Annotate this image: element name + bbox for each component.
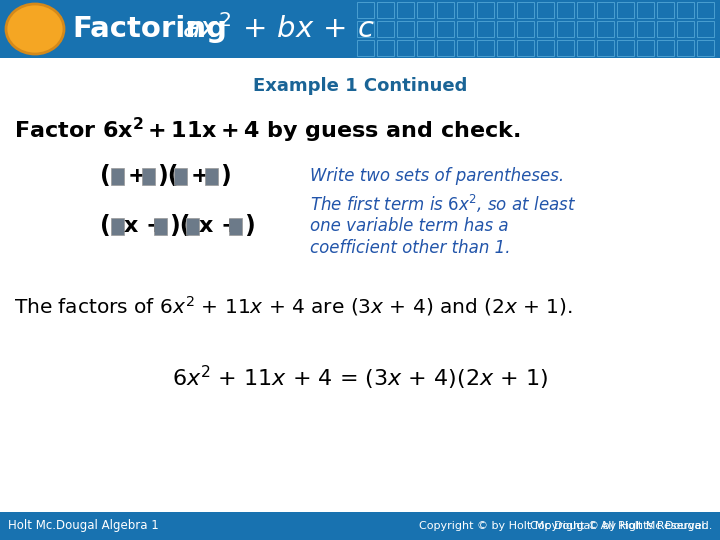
Text: Copyright © by Holt Mc Dougal.: Copyright © by Holt Mc Dougal. (531, 521, 712, 531)
Polygon shape (0, 0, 720, 58)
Text: )(: )( (169, 214, 191, 238)
Text: Example 1 Continued: Example 1 Continued (253, 77, 467, 95)
Text: $\mathit{ax}^2$ $+$ $\mathit{bx}$ $+$ $\mathit{c}$: $\mathit{ax}^2$ $+$ $\mathit{bx}$ $+$ $\… (182, 14, 375, 44)
Text: x +: x + (124, 216, 165, 236)
Polygon shape (0, 512, 720, 540)
Text: The first term is $6x^2$, so at least: The first term is $6x^2$, so at least (310, 193, 576, 215)
Text: Write two sets of parentheses.: Write two sets of parentheses. (310, 167, 564, 185)
Text: Copyright © by Holt Mc Dougal. All Rights Reserved.: Copyright © by Holt Mc Dougal. All Right… (418, 521, 712, 531)
FancyBboxPatch shape (186, 218, 199, 234)
Text: coefficient other than 1.: coefficient other than 1. (310, 239, 510, 257)
Text: $6x^2$ + $11x$ + 4 = (3$x$ + 4)(2$x$ + 1): $6x^2$ + $11x$ + 4 = (3$x$ + 4)(2$x$ + 1… (172, 364, 548, 392)
Text: (: ( (100, 214, 111, 238)
Text: Factor $\mathbf{6x^2 + 11x + 4}$ by guess and check.: Factor $\mathbf{6x^2 + 11x + 4}$ by gues… (14, 116, 521, 145)
Text: Holt Mc.Dougal Algebra 1: Holt Mc.Dougal Algebra 1 (8, 519, 158, 532)
Ellipse shape (6, 4, 64, 54)
Text: ): ) (220, 164, 230, 188)
FancyBboxPatch shape (154, 218, 167, 234)
FancyBboxPatch shape (111, 167, 124, 185)
Text: +: + (191, 166, 210, 186)
FancyBboxPatch shape (229, 218, 242, 234)
Text: +: + (128, 166, 147, 186)
FancyBboxPatch shape (142, 167, 155, 185)
Text: one variable term has a: one variable term has a (310, 217, 508, 235)
FancyBboxPatch shape (205, 167, 218, 185)
Text: Factoring: Factoring (72, 15, 227, 43)
Text: x +: x + (199, 216, 240, 236)
Text: )(: )( (157, 164, 179, 188)
FancyBboxPatch shape (111, 218, 124, 234)
Text: (: ( (100, 164, 111, 188)
FancyBboxPatch shape (174, 167, 187, 185)
Text: ): ) (244, 214, 255, 238)
Text: The factors of $6x^2$ + $11x$ + 4 are (3$x$ + 4) and (2$x$ + 1).: The factors of $6x^2$ + $11x$ + 4 are (3… (14, 294, 572, 318)
